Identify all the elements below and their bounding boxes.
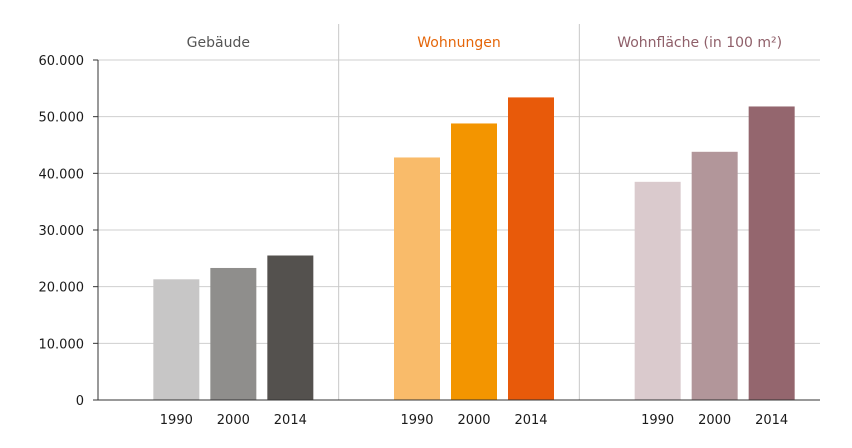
group-title: Wohnfläche (in 100 m²) <box>617 35 782 51</box>
x-tick-label: 1990 <box>160 413 193 428</box>
x-tick-label: 2000 <box>457 413 490 428</box>
bar <box>210 267 257 400</box>
group-title: Gebäude <box>187 35 250 51</box>
y-tick-label: 30.000 <box>39 224 85 239</box>
x-tick-label: 1990 <box>641 413 674 428</box>
x-tick-label: 2014 <box>755 413 788 428</box>
y-tick-label: 40.000 <box>39 167 85 182</box>
y-tick-label: 60.000 <box>39 54 85 69</box>
y-tick-labels: 0 10.000 20.000 30.000 40.000 50.000 60.000 <box>39 54 98 409</box>
bar <box>267 255 314 400</box>
x-tick-label: 1990 <box>400 413 433 428</box>
y-tick-label: 10.000 <box>39 337 85 352</box>
x-tick-label: 2014 <box>274 413 307 428</box>
x-tick-label: 2000 <box>698 413 731 428</box>
x-tick-label: 2014 <box>514 413 547 428</box>
bar <box>394 157 440 400</box>
bar <box>634 181 681 400</box>
bars <box>153 97 795 401</box>
group-titles: Gebäude Wohnungen Wohnfläche (in 100 m²) <box>187 35 782 51</box>
group-title: Wohnungen <box>417 35 500 51</box>
bar <box>451 123 497 400</box>
y-tick-label: 0 <box>76 394 84 409</box>
bar <box>508 97 554 401</box>
bar <box>748 106 795 400</box>
y-tick-label: 50.000 <box>39 111 85 126</box>
x-tick-labels: 1990 2000 2014 1990 2000 2014 1990 2000 2014 <box>160 413 788 428</box>
y-tick-label: 20.000 <box>39 281 85 296</box>
bar <box>691 151 738 400</box>
bar <box>153 279 200 400</box>
x-tick-label: 2000 <box>217 413 250 428</box>
group-separators <box>338 24 580 400</box>
